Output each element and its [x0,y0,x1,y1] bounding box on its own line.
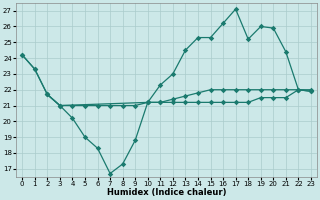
X-axis label: Humidex (Indice chaleur): Humidex (Indice chaleur) [107,188,226,197]
